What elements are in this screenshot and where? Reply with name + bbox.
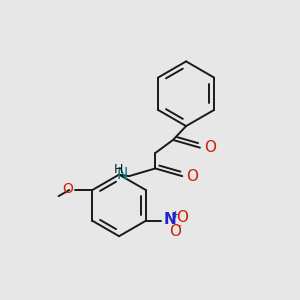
Text: N: N: [116, 167, 128, 182]
Text: H: H: [114, 164, 123, 176]
Text: ⁻: ⁻: [175, 222, 182, 235]
Text: O: O: [204, 140, 216, 155]
Text: O: O: [62, 182, 73, 196]
Text: O: O: [177, 210, 189, 225]
Text: O: O: [169, 224, 181, 239]
Text: O: O: [186, 169, 198, 184]
Text: N: N: [164, 212, 176, 227]
Text: +: +: [171, 210, 181, 220]
